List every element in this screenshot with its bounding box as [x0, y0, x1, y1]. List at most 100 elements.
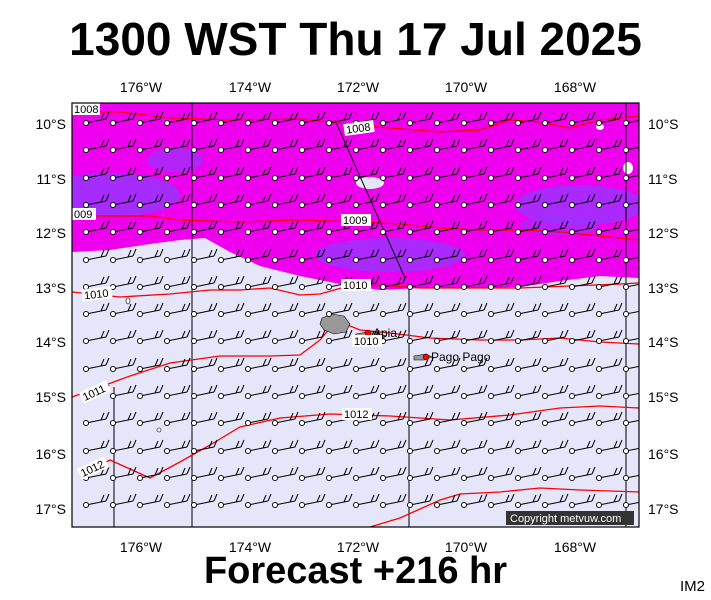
wind-barb — [112, 248, 137, 261]
wind-barb — [139, 384, 164, 397]
station-dot — [136, 119, 144, 127]
rain-core — [315, 238, 465, 272]
station-dot — [541, 447, 549, 455]
station-dot — [217, 228, 225, 236]
station-dot — [217, 474, 225, 482]
map-frame — [71, 102, 640, 528]
wind-barb — [220, 220, 245, 233]
wind-barb — [274, 220, 299, 233]
wind-barb — [382, 248, 407, 261]
lon-tick-bottom: 168°W — [554, 539, 597, 555]
station-dot — [109, 365, 117, 373]
station-dot — [136, 201, 144, 209]
wind-barb — [463, 329, 488, 342]
station-dot — [109, 146, 117, 154]
station-dot — [514, 392, 522, 400]
station-dot — [460, 201, 468, 209]
station-dot — [217, 119, 225, 127]
wind-barb — [328, 193, 353, 206]
station-dot — [460, 310, 468, 318]
wind-barb — [409, 439, 434, 452]
station-dot — [244, 501, 252, 509]
station-dot — [82, 228, 90, 236]
wind-barb — [301, 111, 326, 124]
wind-barb — [598, 111, 623, 124]
wind-barb — [571, 357, 596, 370]
savaii-island — [319, 313, 351, 335]
wind-barb — [355, 138, 380, 151]
wind-barb — [598, 411, 623, 424]
wind-barb — [166, 493, 191, 506]
lon-tick-top: 168°W — [554, 79, 597, 95]
station-dot — [379, 119, 387, 127]
wind-barb — [112, 275, 137, 288]
lon-tick-top: 174°W — [229, 79, 272, 95]
lat-axis-left: 10°S 11°S 12°S 13°S 14°S 15°S 16°S 17°S — [35, 116, 66, 517]
station-dot — [541, 365, 549, 373]
station-dot — [433, 119, 441, 127]
wind-barb — [490, 302, 515, 315]
wind-barb — [409, 357, 434, 370]
wind-barb — [193, 466, 218, 479]
wind-barb — [409, 275, 434, 288]
station-dot — [244, 228, 252, 236]
station-dot — [271, 337, 279, 345]
wind-barb — [571, 411, 596, 424]
lat-tick-right: 11°S — [648, 171, 677, 187]
station-dot — [379, 201, 387, 209]
station-dot — [136, 283, 144, 291]
wind-barb — [220, 411, 245, 424]
wind-barb — [274, 138, 299, 151]
station-dot — [406, 256, 414, 264]
wind-barb — [544, 329, 569, 342]
wind-barb — [517, 493, 542, 506]
rain-core — [515, 185, 639, 225]
wind-barb — [247, 138, 272, 151]
station-dot — [109, 228, 117, 236]
station-dot — [136, 174, 144, 182]
wind-barb — [436, 302, 461, 315]
wind-barb — [463, 193, 488, 206]
wind-barb — [490, 493, 515, 506]
wind-barb — [544, 166, 569, 179]
wind-barb — [220, 275, 245, 288]
station-dot — [433, 201, 441, 209]
wind-barb — [598, 275, 623, 288]
station-dot — [460, 392, 468, 400]
wind-barb — [274, 329, 299, 342]
station-dot — [109, 501, 117, 509]
wind-barb — [598, 302, 623, 315]
wind-barb — [193, 411, 218, 424]
station-dot — [460, 474, 468, 482]
station-dot — [109, 119, 117, 127]
wind-barb — [112, 111, 137, 124]
station-dot — [622, 447, 630, 455]
wind-barb — [382, 275, 407, 288]
lon-tick-bottom: 170°W — [445, 539, 488, 555]
station-dot — [325, 201, 333, 209]
place-label-pago-pago: Pago Pago — [431, 350, 491, 364]
station-dot — [622, 392, 630, 400]
station-dot — [163, 419, 171, 427]
station-dot — [622, 201, 630, 209]
wind-barb — [436, 138, 461, 151]
wind-barb — [382, 111, 407, 124]
wind-barb — [247, 357, 272, 370]
isobar-label: 1010 — [84, 288, 110, 302]
station-dot — [325, 119, 333, 127]
station-dot — [514, 419, 522, 427]
rain-band — [72, 103, 639, 290]
station-dot — [217, 419, 225, 427]
wind-barb — [139, 138, 164, 151]
wind-barb — [409, 220, 434, 233]
isobar-label: 1008 — [345, 121, 371, 136]
station-dot — [190, 283, 198, 291]
wind-barb — [625, 174, 639, 179]
station-dot — [406, 310, 414, 318]
wind-barb — [490, 357, 515, 370]
isobar-label: 1008 — [74, 104, 98, 116]
lat-tick-right: 13°S — [648, 280, 679, 296]
wind-barb — [625, 419, 639, 424]
station-dot — [487, 365, 495, 373]
station-dot — [82, 365, 90, 373]
